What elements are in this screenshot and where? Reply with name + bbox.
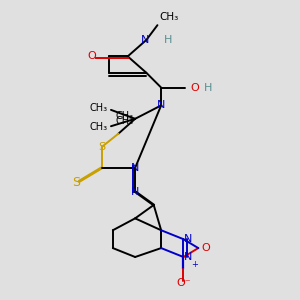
Text: N: N	[131, 163, 139, 173]
Text: CH₃: CH₃	[159, 12, 178, 22]
Text: N: N	[183, 234, 192, 244]
Text: N: N	[183, 252, 192, 262]
Text: CH₃: CH₃	[89, 103, 107, 113]
Text: CH₃: CH₃	[89, 122, 107, 132]
Text: H: H	[164, 35, 172, 45]
Text: O: O	[201, 243, 210, 253]
Text: N: N	[131, 187, 139, 196]
Text: H: H	[204, 82, 212, 93]
Text: S: S	[72, 176, 80, 189]
Text: O: O	[87, 51, 96, 62]
Text: O⁻: O⁻	[176, 278, 191, 288]
Text: S: S	[98, 142, 105, 152]
Text: N: N	[157, 100, 165, 110]
Text: CH₃: CH₃	[115, 116, 133, 126]
Text: CH₃: CH₃	[115, 111, 133, 121]
Text: +: +	[191, 260, 198, 269]
Text: N: N	[141, 35, 150, 45]
Text: O: O	[191, 82, 200, 93]
